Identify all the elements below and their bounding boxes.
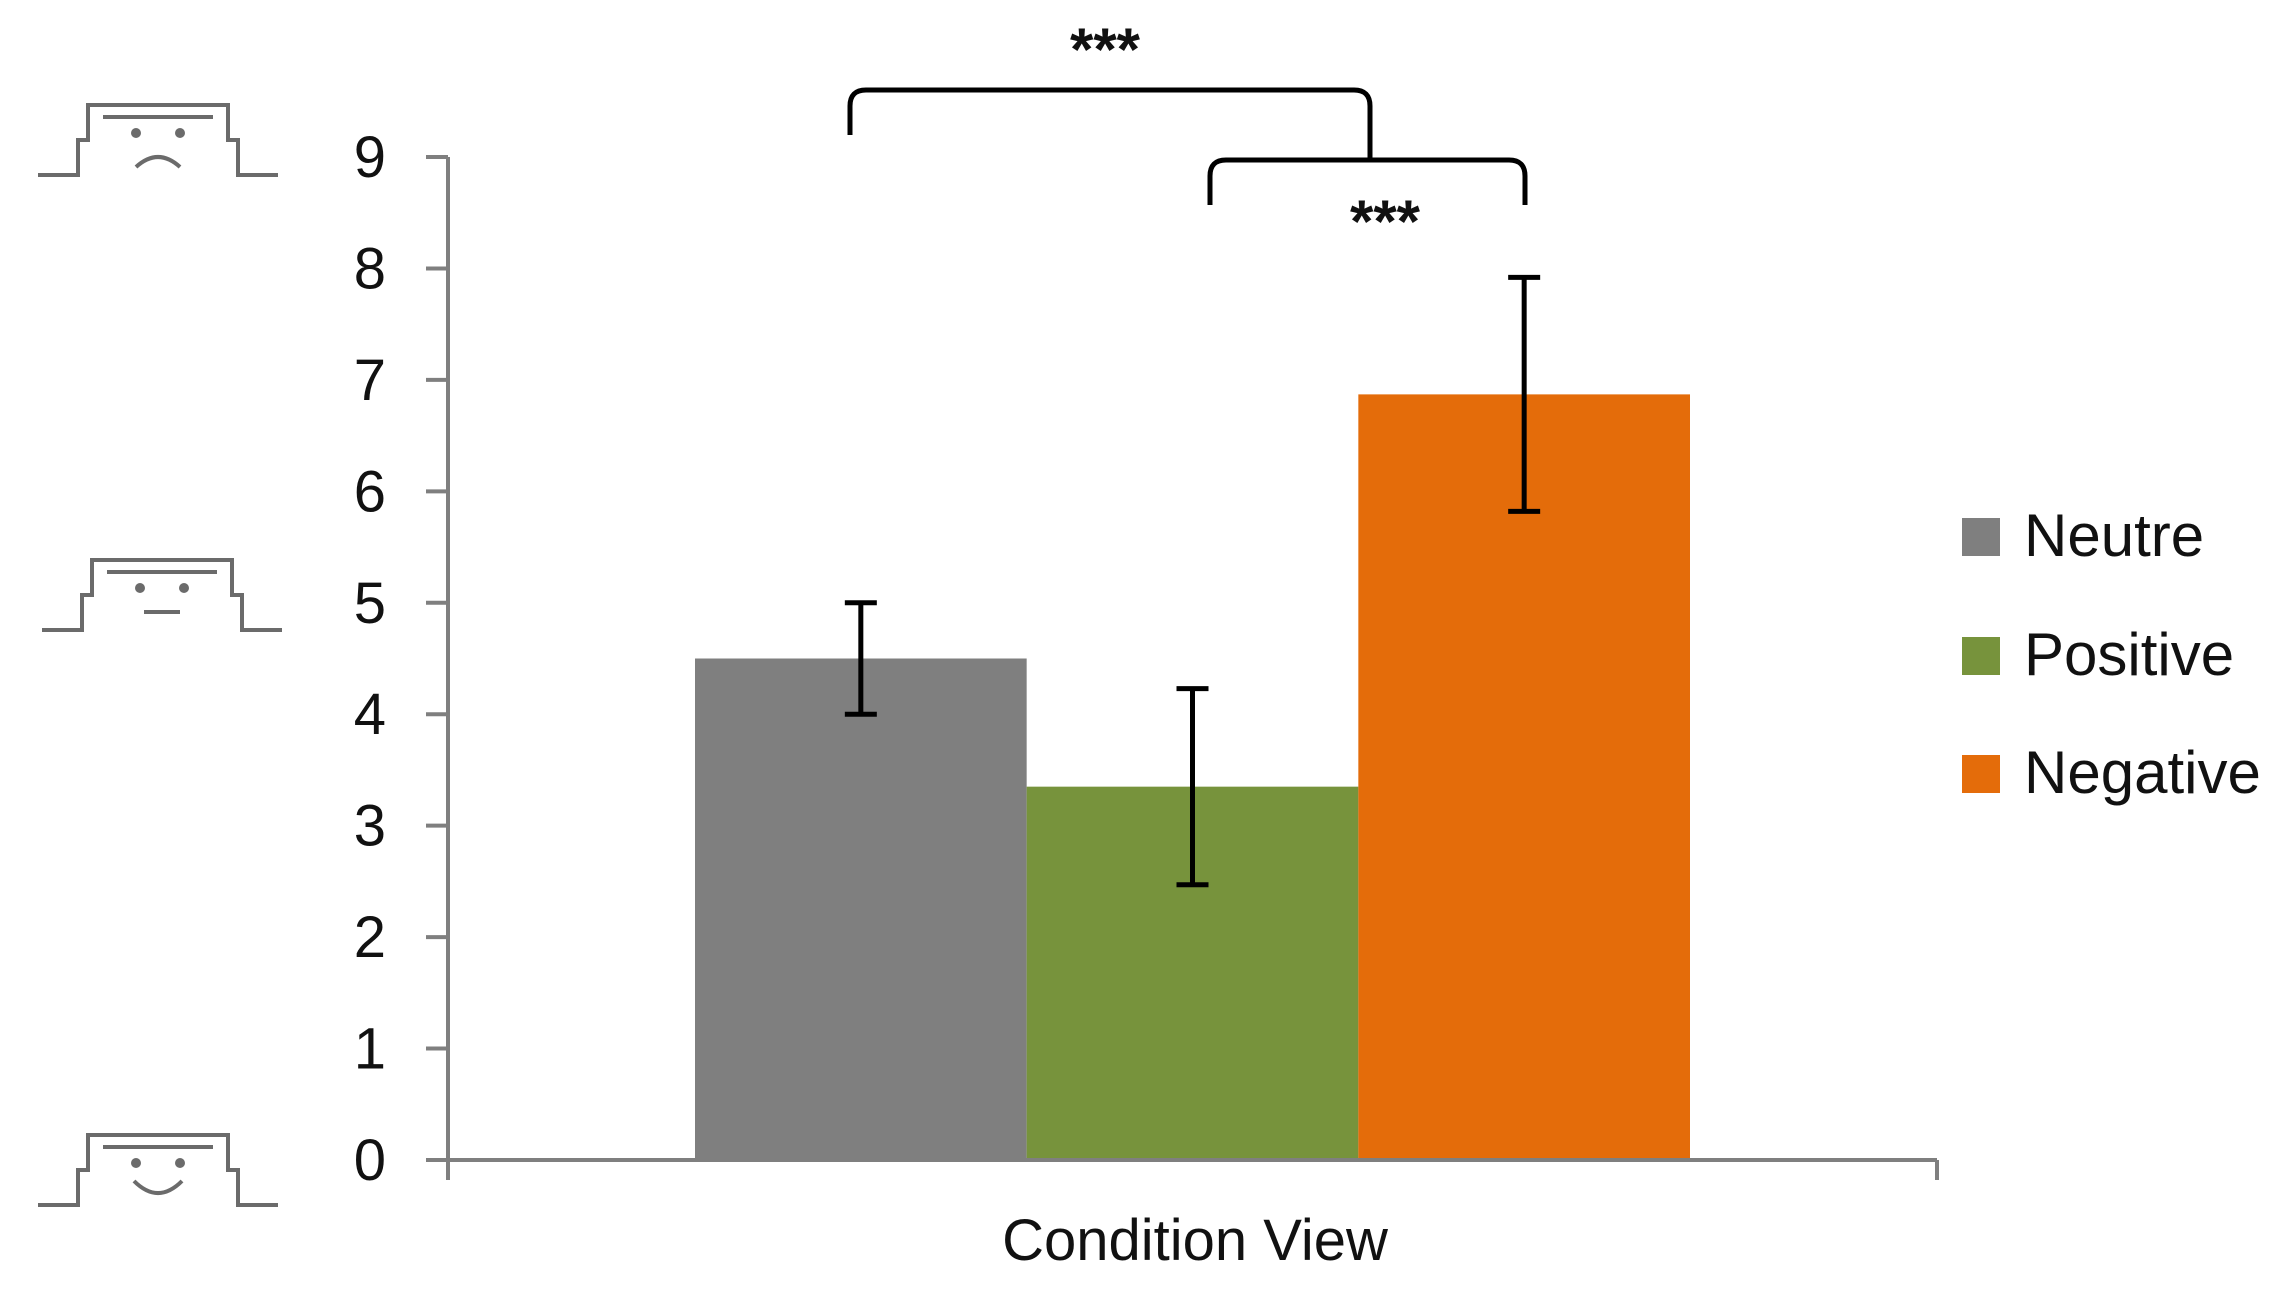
- y-tick-label: 4: [354, 682, 386, 747]
- y-tick-label: 3: [354, 794, 386, 859]
- significance-brackets: *** ***: [847, 16, 1528, 255]
- bar-neutre: [695, 658, 1027, 1160]
- y-tick-label: 1: [354, 1017, 386, 1082]
- error-bars: [844, 274, 1541, 888]
- y-tick-label: 0: [354, 1128, 386, 1193]
- frowning-face-icon: [38, 103, 278, 177]
- legend-label-negative: Negative: [2024, 739, 2261, 806]
- legend-swatch-positive: [1962, 637, 2000, 675]
- legend-swatch-neutre: [1962, 518, 2000, 556]
- legend: Neutre Positive Negative: [1962, 502, 2261, 806]
- significance-label: ***: [1350, 188, 1421, 255]
- legend-swatch-negative: [1962, 755, 2000, 793]
- bar-negative: [1358, 394, 1690, 1160]
- smiling-face-icon: [38, 1133, 278, 1207]
- significance-label: ***: [1070, 16, 1141, 83]
- y-tick-label: 8: [354, 236, 386, 301]
- x-axis-label: Condition View: [1002, 1208, 1389, 1273]
- y-tick-label: 7: [354, 348, 386, 413]
- significance-bracket: [1207, 157, 1528, 205]
- legend-label-neutre: Neutre: [2024, 502, 2204, 569]
- scale-icons: [38, 103, 282, 1207]
- neutral-face-icon: [42, 558, 282, 632]
- legend-label-positive: Positive: [2024, 621, 2234, 688]
- y-tick-label: 5: [354, 571, 386, 636]
- significance-bracket: [847, 87, 1373, 160]
- bars: [695, 394, 1690, 1160]
- axes: 0 1 2 3 4 5 6 7 8 9: [354, 125, 1939, 1193]
- y-tick-label: 9: [354, 125, 386, 190]
- y-tick-label: 6: [354, 459, 386, 524]
- y-tick-label: 2: [354, 905, 386, 970]
